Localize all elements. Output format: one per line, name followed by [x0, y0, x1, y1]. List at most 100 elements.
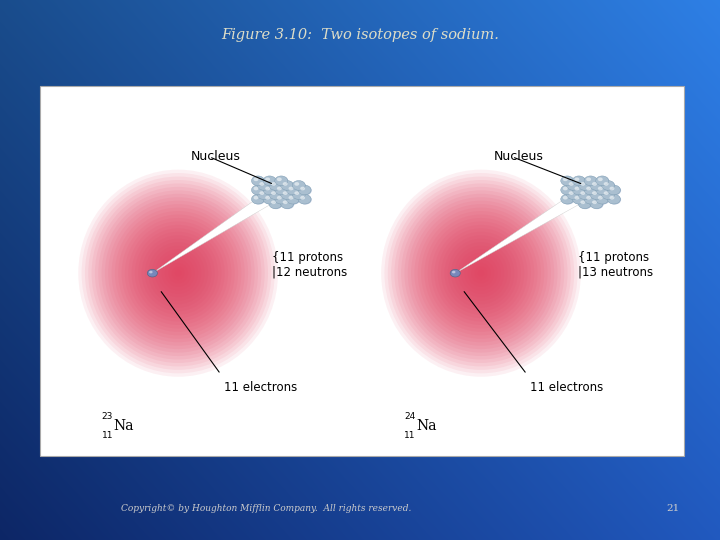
Circle shape: [253, 178, 258, 181]
Text: {11 protons: {11 protons: [577, 251, 649, 264]
Circle shape: [289, 187, 294, 191]
Circle shape: [573, 186, 586, 195]
Ellipse shape: [168, 263, 188, 284]
Circle shape: [452, 271, 456, 273]
Circle shape: [253, 187, 258, 191]
Circle shape: [289, 196, 294, 200]
Text: 21: 21: [667, 504, 680, 513]
Ellipse shape: [397, 187, 564, 360]
Ellipse shape: [161, 256, 195, 291]
Ellipse shape: [438, 228, 524, 318]
Circle shape: [300, 187, 305, 191]
Circle shape: [292, 190, 305, 199]
Circle shape: [578, 180, 591, 190]
Circle shape: [608, 186, 621, 195]
Circle shape: [252, 177, 265, 186]
Circle shape: [270, 181, 283, 191]
Text: 24: 24: [405, 411, 415, 421]
Circle shape: [281, 190, 294, 199]
Circle shape: [608, 195, 621, 205]
Circle shape: [584, 194, 597, 204]
Polygon shape: [455, 185, 596, 273]
Text: Na: Na: [417, 419, 437, 433]
Text: 11: 11: [102, 431, 113, 441]
Ellipse shape: [89, 180, 268, 367]
Circle shape: [293, 181, 306, 191]
Circle shape: [292, 180, 305, 190]
Circle shape: [277, 196, 282, 200]
Circle shape: [610, 187, 614, 191]
Circle shape: [603, 191, 608, 195]
Ellipse shape: [408, 197, 554, 349]
Circle shape: [271, 200, 276, 204]
Circle shape: [287, 185, 300, 195]
Circle shape: [602, 190, 615, 199]
Circle shape: [257, 190, 270, 199]
Ellipse shape: [471, 263, 491, 284]
Circle shape: [584, 185, 597, 195]
Circle shape: [575, 187, 580, 191]
Circle shape: [569, 191, 574, 195]
Circle shape: [567, 180, 580, 190]
Ellipse shape: [461, 253, 501, 294]
Ellipse shape: [428, 218, 534, 328]
Ellipse shape: [142, 235, 215, 311]
Circle shape: [283, 200, 287, 204]
Ellipse shape: [434, 225, 528, 321]
Circle shape: [567, 181, 580, 191]
Ellipse shape: [421, 211, 541, 335]
Circle shape: [258, 181, 271, 191]
Ellipse shape: [444, 235, 518, 311]
Circle shape: [575, 178, 580, 181]
Circle shape: [299, 195, 312, 205]
Ellipse shape: [451, 242, 511, 304]
Circle shape: [610, 196, 614, 200]
Circle shape: [251, 194, 264, 204]
Ellipse shape: [474, 266, 487, 280]
Circle shape: [563, 187, 568, 191]
Ellipse shape: [145, 239, 212, 308]
Circle shape: [590, 199, 603, 209]
Ellipse shape: [78, 170, 278, 377]
Circle shape: [282, 190, 294, 200]
Circle shape: [598, 187, 603, 191]
Ellipse shape: [477, 270, 485, 276]
Ellipse shape: [458, 249, 504, 298]
Circle shape: [270, 199, 283, 209]
Circle shape: [264, 195, 276, 205]
Polygon shape: [153, 185, 287, 273]
Ellipse shape: [381, 170, 581, 377]
Circle shape: [563, 196, 568, 200]
Circle shape: [575, 196, 580, 200]
Circle shape: [300, 196, 305, 200]
Circle shape: [281, 199, 294, 208]
Circle shape: [590, 181, 603, 191]
Circle shape: [252, 186, 265, 195]
Circle shape: [251, 176, 264, 186]
Circle shape: [603, 190, 616, 200]
Ellipse shape: [115, 207, 241, 339]
Circle shape: [561, 185, 574, 195]
Ellipse shape: [415, 204, 548, 342]
Circle shape: [595, 185, 608, 195]
Circle shape: [277, 178, 282, 181]
Circle shape: [592, 200, 597, 204]
Circle shape: [282, 199, 294, 209]
Circle shape: [586, 187, 591, 191]
Ellipse shape: [158, 253, 198, 294]
Circle shape: [590, 180, 603, 190]
Circle shape: [263, 185, 276, 195]
Ellipse shape: [98, 190, 258, 356]
Ellipse shape: [431, 221, 531, 325]
Circle shape: [608, 194, 621, 204]
Text: Na: Na: [114, 419, 134, 433]
Circle shape: [572, 185, 585, 195]
Circle shape: [586, 178, 591, 181]
Circle shape: [562, 177, 575, 186]
Circle shape: [590, 190, 603, 200]
Circle shape: [257, 180, 270, 190]
Circle shape: [149, 271, 153, 273]
Circle shape: [580, 191, 585, 195]
Circle shape: [561, 194, 574, 204]
Circle shape: [592, 182, 597, 186]
